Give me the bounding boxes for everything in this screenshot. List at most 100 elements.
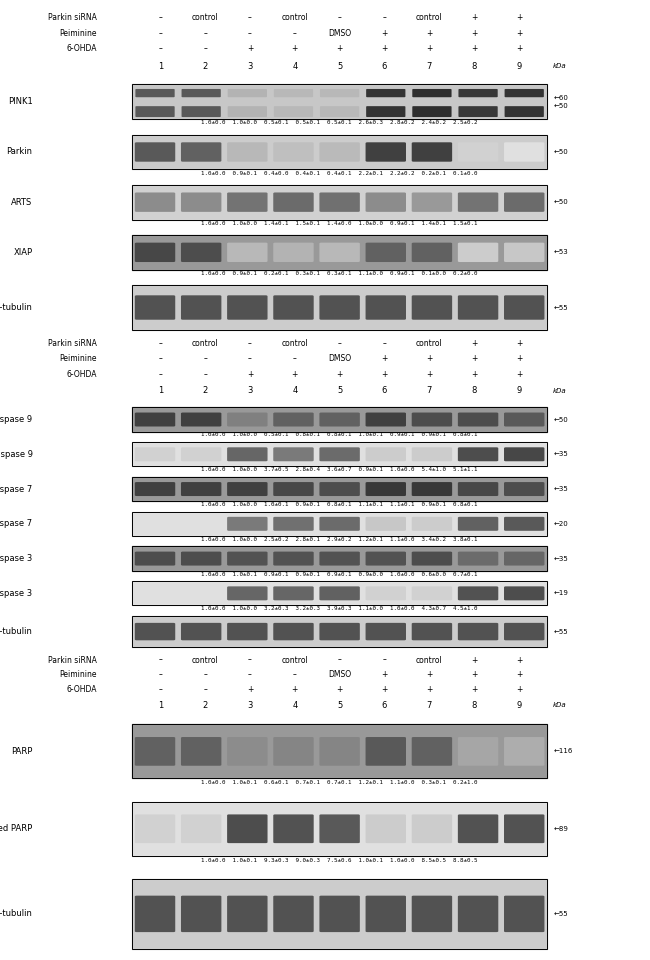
Text: +: +: [471, 670, 477, 679]
Text: Cleaved PARP: Cleaved PARP: [0, 825, 32, 833]
Text: 8: 8: [471, 701, 477, 709]
Text: –: –: [159, 44, 162, 54]
FancyBboxPatch shape: [227, 482, 268, 496]
Text: 4: 4: [292, 701, 298, 709]
Text: 1.0±0.0  1.0±0.0  3.7±0.5  2.8±0.4  3.6±0.7  0.9±0.1  1.0±0.0  5.4±1.0  5.1±1.1: 1.0±0.0 1.0±0.0 3.7±0.5 2.8±0.4 3.6±0.7 …: [202, 468, 478, 472]
FancyBboxPatch shape: [411, 516, 452, 531]
FancyBboxPatch shape: [411, 587, 452, 600]
FancyBboxPatch shape: [365, 814, 406, 843]
Text: DMSO: DMSO: [328, 354, 351, 364]
FancyBboxPatch shape: [411, 482, 452, 496]
Text: control: control: [416, 339, 443, 348]
Text: +: +: [382, 370, 387, 378]
FancyBboxPatch shape: [411, 447, 452, 461]
Text: Cleaved caspase 3: Cleaved caspase 3: [0, 588, 32, 598]
Text: 6: 6: [382, 61, 387, 71]
Text: 7: 7: [426, 387, 432, 396]
FancyBboxPatch shape: [504, 296, 545, 320]
FancyBboxPatch shape: [135, 413, 176, 426]
FancyBboxPatch shape: [273, 447, 314, 461]
Text: +: +: [516, 44, 522, 54]
Text: Peiminine: Peiminine: [59, 29, 97, 37]
FancyBboxPatch shape: [227, 413, 268, 426]
Text: 1.0±0.0  1.0±0.0  0.5±0.1  0.8±0.1  0.8±0.1  1.0±0.1  0.9±0.1  0.9±0.1  0.8±0.1: 1.0±0.0 1.0±0.0 0.5±0.1 0.8±0.1 0.8±0.1 …: [202, 432, 478, 438]
FancyBboxPatch shape: [458, 482, 499, 496]
FancyBboxPatch shape: [458, 737, 499, 766]
Text: +: +: [247, 370, 253, 378]
Text: control: control: [281, 656, 308, 664]
FancyBboxPatch shape: [319, 587, 360, 600]
Text: ←60
←50: ←60 ←50: [553, 95, 568, 109]
Text: ←55: ←55: [553, 304, 568, 310]
FancyBboxPatch shape: [458, 896, 499, 932]
Text: Cleaved caspase 9: Cleaved caspase 9: [0, 450, 32, 459]
Text: –: –: [203, 354, 207, 364]
Bar: [132, 84, 547, 119]
Text: Parkin siRNA: Parkin siRNA: [48, 339, 97, 348]
FancyBboxPatch shape: [273, 296, 314, 320]
Text: 1.0±0.0  1.0±0.0  2.5±0.2  2.8±0.1  2.9±0.2  1.2±0.1  1.1±0.0  3.4±0.2  3.8±0.1: 1.0±0.0 1.0±0.0 2.5±0.2 2.8±0.1 2.9±0.2 …: [202, 537, 478, 541]
FancyBboxPatch shape: [181, 296, 222, 320]
Text: –: –: [248, 13, 252, 22]
FancyBboxPatch shape: [411, 413, 452, 426]
FancyBboxPatch shape: [458, 413, 499, 426]
Text: –: –: [293, 29, 296, 37]
FancyBboxPatch shape: [135, 243, 176, 262]
Text: –: –: [159, 13, 162, 22]
Text: –: –: [159, 339, 162, 348]
Bar: [132, 443, 547, 467]
Text: +: +: [426, 29, 432, 37]
FancyBboxPatch shape: [181, 192, 222, 212]
FancyBboxPatch shape: [504, 482, 545, 496]
Text: 5: 5: [337, 387, 343, 396]
Text: –: –: [248, 656, 252, 664]
FancyBboxPatch shape: [319, 482, 360, 496]
FancyBboxPatch shape: [181, 142, 222, 161]
Text: +: +: [337, 370, 343, 378]
Text: 7: 7: [426, 61, 432, 71]
FancyBboxPatch shape: [320, 107, 359, 117]
FancyBboxPatch shape: [504, 552, 545, 565]
Text: 9: 9: [516, 701, 522, 709]
FancyBboxPatch shape: [181, 814, 222, 843]
Text: –: –: [248, 29, 252, 37]
Text: 1.0±0.0  0.9±0.1  0.4±0.0  0.4±0.1  0.4±0.1  2.2±0.1  2.2±0.2  0.2±0.1  0.1±0.0: 1.0±0.0 0.9±0.1 0.4±0.0 0.4±0.1 0.4±0.1 …: [202, 171, 478, 176]
Text: ←35: ←35: [553, 556, 568, 562]
Bar: [132, 285, 547, 330]
FancyBboxPatch shape: [365, 552, 406, 565]
Text: +: +: [337, 684, 343, 694]
FancyBboxPatch shape: [135, 516, 176, 531]
Text: +: +: [516, 370, 522, 378]
FancyBboxPatch shape: [273, 896, 314, 932]
FancyBboxPatch shape: [504, 413, 545, 426]
FancyBboxPatch shape: [365, 142, 406, 161]
FancyBboxPatch shape: [365, 192, 406, 212]
Text: 1.0±0.0  1.0±0.0  3.2±0.3  3.2±0.3  3.9±0.3  1.1±0.0  1.0±0.0  4.3±0.7  4.5±1.0: 1.0±0.0 1.0±0.0 3.2±0.3 3.2±0.3 3.9±0.3 …: [202, 607, 478, 612]
Text: 9: 9: [516, 61, 522, 71]
FancyBboxPatch shape: [458, 552, 499, 565]
Text: –: –: [203, 44, 207, 54]
FancyBboxPatch shape: [504, 107, 544, 117]
Text: β-tubulin: β-tubulin: [0, 627, 32, 636]
FancyBboxPatch shape: [504, 243, 545, 262]
FancyBboxPatch shape: [273, 587, 314, 600]
FancyBboxPatch shape: [135, 552, 176, 565]
Text: 4: 4: [292, 387, 298, 396]
FancyBboxPatch shape: [135, 447, 176, 461]
Text: 5: 5: [337, 701, 343, 709]
Text: 8: 8: [471, 61, 477, 71]
Text: ←89: ←89: [553, 826, 568, 831]
FancyBboxPatch shape: [319, 413, 360, 426]
Text: –: –: [293, 670, 296, 679]
FancyBboxPatch shape: [181, 413, 222, 426]
Text: +: +: [382, 354, 387, 364]
Text: ←55: ←55: [553, 911, 568, 917]
FancyBboxPatch shape: [365, 413, 406, 426]
Text: 5: 5: [337, 61, 343, 71]
FancyBboxPatch shape: [273, 516, 314, 531]
Text: +: +: [471, 656, 477, 664]
Text: control: control: [192, 13, 218, 22]
Text: 9: 9: [516, 387, 522, 396]
FancyBboxPatch shape: [504, 192, 545, 212]
FancyBboxPatch shape: [181, 243, 222, 262]
